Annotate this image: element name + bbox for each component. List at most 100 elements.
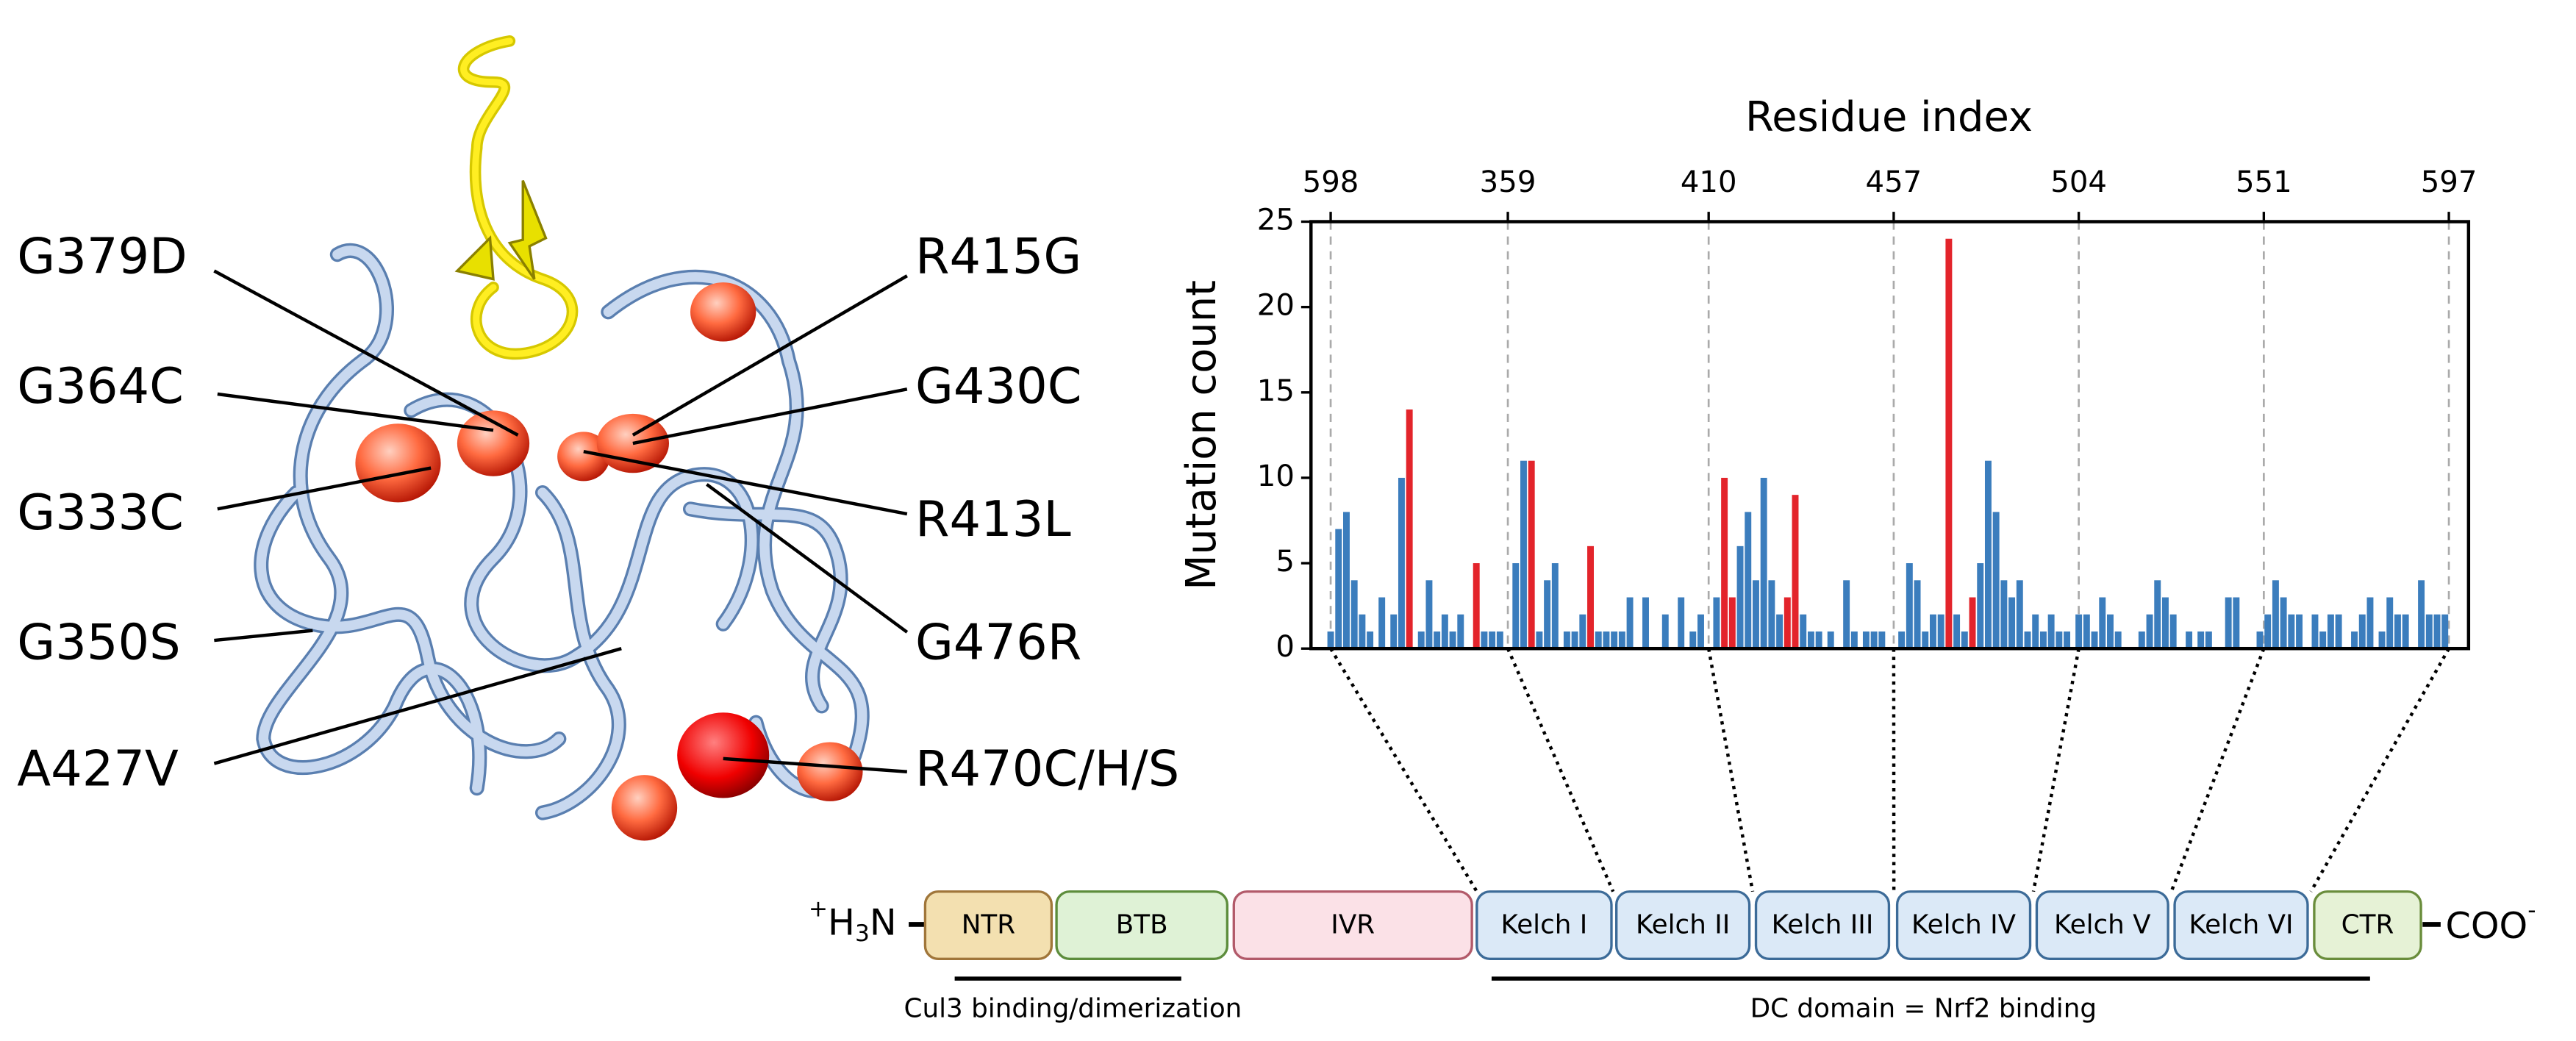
bar bbox=[2319, 631, 2327, 649]
bar bbox=[2296, 614, 2303, 649]
bar bbox=[2335, 614, 2342, 649]
x-tick-label: 551 bbox=[2236, 165, 2292, 199]
bar bbox=[2233, 597, 2240, 649]
bar bbox=[1335, 529, 1342, 649]
bar bbox=[2047, 614, 2055, 649]
domain-label: Kelch VI bbox=[2189, 910, 2293, 940]
bar bbox=[2311, 614, 2319, 649]
bar bbox=[2099, 597, 2106, 649]
domain-box bbox=[1615, 890, 1751, 961]
leader-line bbox=[214, 629, 313, 643]
y-tick-label: 25 bbox=[1257, 204, 1295, 237]
bar bbox=[1898, 631, 1906, 649]
bar bbox=[2394, 614, 2401, 649]
bar bbox=[2264, 614, 2272, 649]
x-axis-title: Residue index bbox=[1745, 93, 2033, 141]
bar bbox=[1760, 477, 1767, 649]
domain-label: BTB bbox=[1116, 910, 1168, 940]
bar bbox=[2418, 580, 2425, 649]
bar bbox=[2075, 614, 2083, 649]
bar bbox=[1563, 631, 1570, 649]
domain-label: CTR bbox=[2341, 910, 2394, 940]
bar bbox=[1551, 563, 1559, 649]
leader-line bbox=[583, 450, 908, 516]
bar bbox=[2186, 631, 2193, 649]
domain-box bbox=[2313, 890, 2422, 961]
bar bbox=[1441, 614, 1448, 649]
mutation-label: A427V bbox=[17, 740, 179, 797]
bar bbox=[1815, 631, 1822, 649]
bar bbox=[1862, 631, 1870, 649]
domain-label: Kelch I bbox=[1501, 910, 1588, 940]
bar bbox=[2386, 597, 2394, 649]
bar bbox=[2327, 614, 2334, 649]
bar bbox=[1800, 614, 1807, 649]
bar bbox=[2016, 580, 2023, 649]
n-terminus-part: + bbox=[809, 895, 828, 922]
bar bbox=[1870, 631, 1878, 649]
domain-label: Kelch III bbox=[1772, 910, 1874, 940]
mutation-label: G364C bbox=[17, 357, 184, 415]
zoom-line bbox=[1329, 648, 1478, 892]
bar bbox=[2169, 614, 2177, 649]
bar bbox=[1792, 495, 1799, 649]
domain-box bbox=[1232, 890, 1473, 961]
mutation-label: R413L bbox=[915, 490, 1071, 548]
c-terminus-part: - bbox=[2527, 898, 2536, 924]
bar bbox=[2008, 597, 2016, 649]
bar bbox=[2032, 614, 2039, 649]
bar bbox=[2000, 580, 2008, 649]
bar bbox=[2056, 631, 2063, 649]
region-label: Cul3 binding/dimerization bbox=[904, 994, 1242, 1024]
bar bbox=[2107, 614, 2114, 649]
n-terminus-part: N bbox=[870, 901, 897, 943]
bar bbox=[1367, 631, 1374, 649]
domain-label: NTR bbox=[962, 910, 1015, 940]
bar bbox=[2024, 631, 2031, 649]
c-terminus-part: COO bbox=[2446, 904, 2528, 946]
bar bbox=[1473, 563, 1480, 649]
bar bbox=[1697, 614, 1704, 649]
bar bbox=[2039, 631, 2047, 649]
leader-line bbox=[632, 387, 908, 446]
bar bbox=[1343, 512, 1350, 649]
bar bbox=[1827, 631, 1834, 649]
n-terminus-part: 3 bbox=[855, 920, 870, 947]
leader-line bbox=[706, 483, 909, 634]
bar bbox=[2256, 631, 2264, 649]
region-label: DC domain = Nrf2 binding bbox=[1750, 994, 2097, 1024]
domain-box bbox=[1055, 890, 1229, 961]
bar bbox=[2064, 631, 2071, 649]
bar bbox=[2441, 614, 2449, 649]
leader-line bbox=[213, 269, 519, 437]
domain-diagram: +H3N COO- Cul3 binding/dimerization DC d… bbox=[809, 648, 2536, 1024]
bar bbox=[1783, 597, 1791, 649]
bar bbox=[1752, 580, 1759, 649]
bar bbox=[2272, 580, 2279, 649]
bar bbox=[1977, 563, 1984, 649]
bar bbox=[1914, 580, 1921, 649]
bar bbox=[1587, 545, 1594, 649]
bar bbox=[2280, 597, 2287, 649]
bar bbox=[2225, 597, 2232, 649]
mutation-label: G379D bbox=[17, 227, 187, 285]
bar bbox=[2402, 614, 2409, 649]
bar bbox=[1378, 597, 1386, 649]
bar bbox=[1930, 614, 1936, 649]
bar bbox=[2083, 614, 2090, 649]
domain-box bbox=[1754, 890, 1891, 961]
bar bbox=[1449, 631, 1456, 649]
bar bbox=[1984, 460, 1992, 649]
bar bbox=[2288, 614, 2295, 649]
bar bbox=[1579, 614, 1586, 649]
x-tick-label: 410 bbox=[1681, 165, 1737, 199]
bar bbox=[2138, 631, 2145, 649]
bar bbox=[2358, 614, 2366, 649]
leader-line bbox=[723, 756, 908, 773]
x-tick-label: 359 bbox=[1480, 165, 1536, 199]
bar bbox=[1736, 545, 1744, 649]
bar bbox=[1745, 512, 1752, 649]
bar bbox=[1807, 631, 1814, 649]
bar bbox=[1406, 409, 1413, 649]
